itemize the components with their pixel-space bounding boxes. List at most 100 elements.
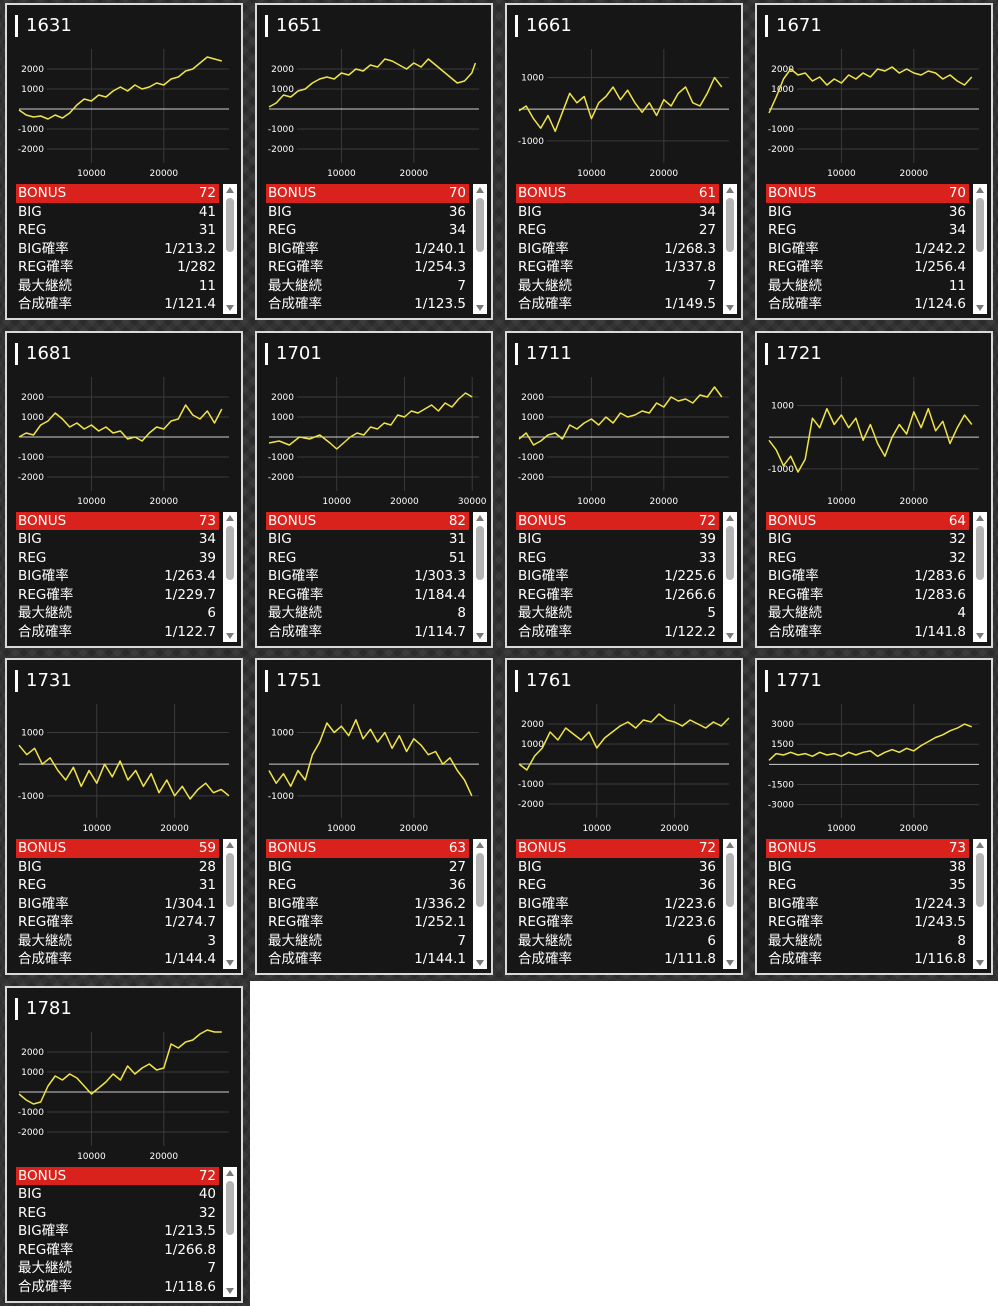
triangle-up-icon[interactable] (476, 514, 484, 521)
stat-label: 最大継続 (768, 277, 822, 294)
big-row: BIG 32 (766, 530, 969, 549)
stats-table[interactable]: BONUS 70 BIG 36 REG 34 BIG確率 1/242.2 REG確率 1/256.… (766, 184, 987, 314)
scroll-thumb[interactable] (476, 525, 484, 580)
triangle-up-icon[interactable] (726, 187, 734, 193)
machine-card-1731[interactable]: 1731 10000 20000 1000 -1000 BONUS 59 BIG 28 REG 31… (5, 658, 243, 975)
stats-table[interactable]: BONUS 72 BIG 41 REG 31 BIG確率 1/213.2 REG確率 1/282 最… (16, 184, 237, 314)
machine-card-1661[interactable]: 1661 10000 20000 1000 -1000 BONUS 61 BIG 34 REG 27… (505, 3, 743, 320)
triangle-down-icon[interactable] (726, 960, 734, 966)
stats-table[interactable]: BONUS 63 BIG 27 REG 36 BIG確率 1/336.2 REG確率 1/252.… (266, 839, 487, 969)
slump-chart: 10000 20000 2000 1000 -1000 -2000 (518, 704, 730, 834)
triangle-down-icon[interactable] (226, 960, 234, 966)
reg-rate-row: REG確率 1/256.4 (766, 258, 969, 277)
triangle-up-icon[interactable] (226, 514, 234, 521)
stat-label: REG確率 (18, 586, 74, 603)
triangle-down-icon[interactable] (726, 305, 734, 311)
scroll-thumb[interactable] (726, 198, 734, 252)
scroll-thumb[interactable] (226, 1180, 234, 1235)
bonus-row: BONUS 72 (16, 1166, 219, 1185)
x-tick-label: 20000 (150, 497, 179, 507)
scroll-thumb[interactable] (226, 198, 234, 252)
triangle-down-icon[interactable] (226, 1287, 234, 1294)
triangle-down-icon[interactable] (726, 632, 734, 639)
triangle-up-icon[interactable] (976, 842, 984, 848)
stats-table[interactable]: BONUS 82 BIG 31 REG 51 BIG確率 1/303.3 REG確率 1/184.… (266, 511, 487, 642)
machine-card-1671[interactable]: 1671 10000 20000 2000 1000 -1000 -2000 BONUS 70 B… (755, 3, 993, 320)
stat-label: BONUS (18, 840, 67, 856)
triangle-up-icon[interactable] (976, 187, 984, 193)
scroll-thumb[interactable] (976, 853, 984, 907)
stats-table[interactable]: BONUS 64 BIG 32 REG 32 BIG確率 1/283.6 REG確率 1/283.… (766, 511, 987, 642)
stats-scrollbar[interactable] (973, 839, 987, 969)
machine-card-1771[interactable]: 1771 10000 20000 3000 1500 -1500 -3000 BONUS 73 B… (755, 658, 993, 975)
triangle-up-icon[interactable] (976, 514, 984, 521)
stats-scrollbar[interactable] (973, 511, 987, 642)
triangle-down-icon[interactable] (976, 632, 984, 639)
scroll-thumb[interactable] (726, 853, 734, 907)
machine-card-1701[interactable]: 1701 10000 20000 30000 2000 1000 -1000 -2000 BON… (255, 330, 493, 648)
triangle-up-icon[interactable] (226, 187, 234, 193)
stats-table[interactable]: BONUS 73 BIG 38 REG 35 BIG確率 1/224.3 REG確率 1/243.… (766, 839, 987, 969)
stats-scrollbar[interactable] (223, 511, 237, 642)
big-row: BIG 28 (16, 858, 219, 877)
machine-number: 1661 (515, 15, 572, 37)
triangle-up-icon[interactable] (226, 842, 234, 848)
stats-table[interactable]: BONUS 72 BIG 36 REG 36 BIG確率 1/223.6 REG確率 1/223.… (516, 839, 737, 969)
triangle-down-icon[interactable] (476, 632, 484, 639)
bonus-row: BONUS 64 (766, 511, 969, 530)
triangle-down-icon[interactable] (226, 305, 234, 311)
scroll-thumb[interactable] (726, 525, 734, 580)
stat-value: 1/124.6 (914, 296, 966, 312)
triangle-up-icon[interactable] (476, 187, 484, 193)
stats-scrollbar[interactable] (473, 839, 487, 969)
stats-scrollbar[interactable] (473, 184, 487, 314)
triangle-up-icon[interactable] (226, 1169, 234, 1176)
stats-scrollbar[interactable] (723, 511, 737, 642)
triangle-down-icon[interactable] (976, 305, 984, 311)
stats-scrollbar[interactable] (723, 184, 737, 314)
stats-table[interactable]: BONUS 61 BIG 34 REG 27 BIG確率 1/268.3 REG確率 1/337.… (516, 184, 737, 314)
stat-label: 最大継続 (518, 932, 572, 949)
machine-card-1721[interactable]: 1721 10000 20000 1000 -1000 BONUS 64 BIG 32 REG 32… (755, 330, 993, 648)
scroll-thumb[interactable] (976, 198, 984, 252)
scroll-thumb[interactable] (226, 853, 234, 907)
stats-scrollbar[interactable] (223, 839, 237, 969)
machine-card-1711[interactable]: 1711 10000 20000 2000 1000 -1000 -2000 BONUS 72 B… (505, 330, 743, 648)
machine-card-1751[interactable]: 1751 10000 20000 1000 -1000 BONUS 63 BIG 27 REG 36… (255, 658, 493, 975)
stats-table[interactable]: BONUS 73 BIG 34 REG 39 BIG確率 1/263.4 REG確率 1/229.… (16, 511, 237, 642)
stats-scrollbar[interactable] (723, 839, 737, 969)
combined-rate-row: 合成確率 1/149.5 (516, 295, 719, 314)
stats-table[interactable]: BONUS 72 BIG 40 REG 32 BIG確率 1/213.5 REG確率 1/266.… (16, 1166, 237, 1297)
scroll-thumb[interactable] (226, 525, 234, 580)
stat-value: 1/283.6 (914, 568, 966, 584)
stats-scrollbar[interactable] (473, 511, 487, 642)
machine-card-1781[interactable]: 1781 10000 20000 2000 1000 -1000 -2000 BONUS 72 B… (5, 985, 243, 1303)
triangle-up-icon[interactable] (476, 842, 484, 848)
triangle-up-icon[interactable] (726, 842, 734, 848)
stat-label: REG (268, 222, 297, 238)
scroll-thumb[interactable] (476, 853, 484, 907)
triangle-up-icon[interactable] (726, 514, 734, 521)
slump-line (268, 391, 473, 450)
stats-scrollbar[interactable] (223, 1166, 237, 1297)
triangle-down-icon[interactable] (476, 305, 484, 311)
reg-rate-row: REG確率 1/229.7 (16, 586, 219, 605)
triangle-down-icon[interactable] (476, 960, 484, 966)
machine-number: 1781 (15, 997, 72, 1020)
stat-value: 1/213.2 (164, 240, 216, 257)
y-tick-label: -1000 (18, 792, 44, 802)
machine-card-1681[interactable]: 1681 10000 20000 2000 1000 -1000 -2000 BONUS 73 B… (5, 330, 243, 648)
machine-card-1651[interactable]: 1651 10000 20000 2000 1000 -1000 -2000 BONUS 70 B… (255, 3, 493, 320)
stats-table[interactable]: BONUS 70 BIG 36 REG 34 BIG確率 1/240.1 REG確率 1/254.… (266, 184, 487, 314)
stats-table[interactable]: BONUS 72 BIG 39 REG 33 BIG確率 1/225.6 REG確率 1/266.… (516, 511, 737, 642)
scroll-thumb[interactable] (476, 198, 484, 252)
stats-scrollbar[interactable] (973, 184, 987, 314)
stat-value: 1/266.8 (164, 1241, 216, 1258)
scroll-thumb[interactable] (976, 525, 984, 580)
machine-card-1631[interactable]: 1631 10000 20000 2000 1000 -1000 -2000 BONUS 72 B… (5, 3, 243, 320)
stats-table[interactable]: BONUS 59 BIG 28 REG 31 BIG確率 1/304.1 REG確率 1/274.… (16, 839, 237, 969)
machine-card-1761[interactable]: 1761 10000 20000 2000 1000 -1000 -2000 BONUS 72 B… (505, 658, 743, 975)
stats-scrollbar[interactable] (223, 184, 237, 314)
triangle-down-icon[interactable] (976, 960, 984, 966)
triangle-down-icon[interactable] (226, 632, 234, 639)
